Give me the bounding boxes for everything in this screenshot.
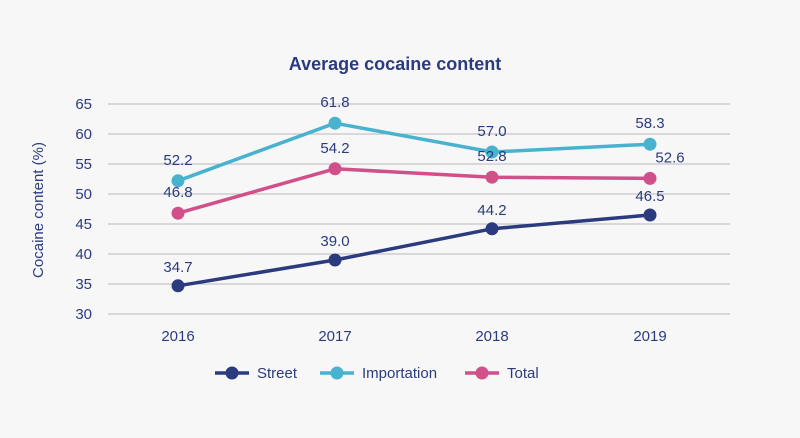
data-point (328, 162, 342, 176)
series-group (171, 116, 657, 293)
legend-marker (475, 366, 489, 380)
y-tick-label: 35 (75, 276, 92, 293)
data-point (643, 171, 657, 185)
data-point (643, 208, 657, 222)
data-label: 34.7 (163, 259, 192, 276)
legend-marker (330, 366, 344, 380)
series-line-street (176, 213, 652, 288)
x-tick-label: 2016 (161, 328, 194, 345)
data-point (328, 253, 342, 267)
y-tick-label: 45 (75, 216, 92, 233)
data-label: 46.8 (163, 184, 192, 201)
data-label: 58.3 (635, 115, 664, 132)
chart-title: Average cocaine content (289, 54, 501, 74)
legend-label: Total (507, 365, 539, 382)
data-point (485, 222, 499, 236)
legend-marker (225, 366, 239, 380)
data-label: 39.0 (320, 233, 349, 250)
y-axis-label: Cocaine content (%) (30, 142, 47, 278)
data-point (171, 206, 185, 220)
data-point (643, 137, 657, 151)
y-tick-label: 60 (75, 126, 92, 143)
data-label: 44.2 (477, 202, 506, 219)
grid-lines (108, 103, 730, 315)
data-label: 52.8 (477, 148, 506, 165)
legend: Street Importation Total (215, 365, 539, 382)
data-label: 52.6 (655, 149, 684, 166)
x-tick-label: 2018 (475, 328, 508, 345)
legend-label: Importation (362, 365, 437, 382)
y-tick-label: 40 (75, 246, 92, 263)
data-point (171, 279, 185, 293)
x-tick-label: 2017 (318, 328, 351, 345)
y-tick-label: 50 (75, 186, 92, 203)
data-label: 52.2 (163, 152, 192, 169)
x-tick-label: 2019 (633, 328, 666, 345)
y-tick-label: 55 (75, 156, 92, 173)
data-labels: 34.7 39.0 44.2 46.5 52.2 61.8 57.0 58.3 46.8 54.2… (163, 94, 684, 276)
data-point (328, 116, 342, 130)
series-line-total (176, 167, 652, 215)
y-tick-label: 65 (75, 96, 92, 113)
x-axis-ticks: 2016 2017 2018 2019 (161, 328, 666, 345)
legend-label: Street (257, 365, 298, 382)
series-line-importation (176, 121, 652, 183)
data-label: 61.8 (320, 94, 349, 111)
data-label: 57.0 (477, 123, 506, 140)
data-point (485, 145, 499, 159)
data-point (485, 170, 499, 184)
data-point (171, 174, 185, 188)
y-tick-label: 30 (75, 306, 92, 323)
data-label: 54.2 (320, 140, 349, 157)
y-axis-ticks: 30 35 40 45 50 55 60 65 (75, 96, 92, 323)
data-label: 46.5 (635, 188, 664, 205)
